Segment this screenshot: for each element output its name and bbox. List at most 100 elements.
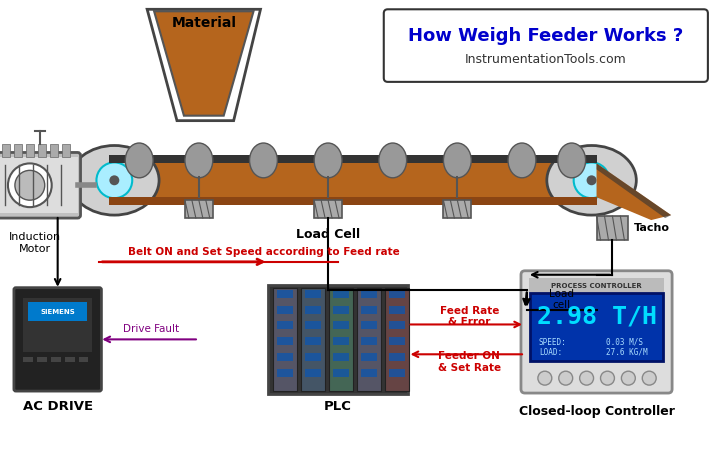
FancyBboxPatch shape: [0, 153, 81, 218]
FancyBboxPatch shape: [50, 144, 58, 158]
Text: Load
cell: Load cell: [549, 289, 575, 311]
FancyBboxPatch shape: [389, 321, 405, 329]
FancyBboxPatch shape: [389, 353, 405, 361]
Ellipse shape: [250, 143, 277, 178]
FancyBboxPatch shape: [333, 290, 349, 298]
Ellipse shape: [558, 143, 585, 178]
Text: Induction: Induction: [9, 232, 61, 242]
FancyBboxPatch shape: [389, 306, 405, 313]
Text: SIEMENS: SIEMENS: [40, 309, 75, 314]
Text: 2.98 T/H: 2.98 T/H: [536, 305, 657, 328]
Text: Load Cell: Load Cell: [296, 228, 360, 241]
Ellipse shape: [70, 146, 159, 215]
FancyBboxPatch shape: [521, 271, 672, 393]
FancyBboxPatch shape: [185, 200, 213, 218]
Ellipse shape: [185, 143, 213, 178]
FancyBboxPatch shape: [389, 338, 405, 345]
Text: Feeder ON
& Set Rate: Feeder ON & Set Rate: [438, 352, 501, 373]
FancyBboxPatch shape: [277, 306, 293, 313]
FancyBboxPatch shape: [530, 292, 663, 361]
FancyBboxPatch shape: [389, 290, 405, 298]
Circle shape: [580, 371, 593, 385]
Text: InstrumentationTools.com: InstrumentationTools.com: [465, 53, 626, 66]
FancyBboxPatch shape: [277, 290, 293, 298]
FancyBboxPatch shape: [28, 302, 88, 321]
Text: How Weigh Feeder Works ?: How Weigh Feeder Works ?: [408, 27, 683, 45]
Text: Belt ON and Set Speed according to Feed rate: Belt ON and Set Speed according to Feed …: [127, 247, 400, 257]
FancyBboxPatch shape: [109, 155, 597, 205]
FancyBboxPatch shape: [0, 158, 78, 213]
Circle shape: [642, 371, 656, 385]
FancyBboxPatch shape: [26, 144, 34, 158]
FancyBboxPatch shape: [305, 369, 321, 377]
FancyBboxPatch shape: [305, 306, 321, 313]
FancyBboxPatch shape: [37, 357, 47, 362]
FancyBboxPatch shape: [65, 357, 75, 362]
Circle shape: [621, 371, 635, 385]
FancyBboxPatch shape: [333, 321, 349, 329]
FancyBboxPatch shape: [361, 353, 377, 361]
FancyBboxPatch shape: [277, 321, 293, 329]
FancyBboxPatch shape: [361, 369, 377, 377]
FancyBboxPatch shape: [361, 306, 377, 313]
FancyBboxPatch shape: [2, 144, 10, 158]
Polygon shape: [154, 11, 253, 116]
Text: Motor: Motor: [19, 244, 51, 254]
Text: Closed-loop Controller: Closed-loop Controller: [518, 405, 675, 419]
FancyBboxPatch shape: [14, 144, 22, 158]
Text: 0.03 M/S: 0.03 M/S: [606, 338, 644, 347]
FancyBboxPatch shape: [333, 369, 349, 377]
FancyBboxPatch shape: [277, 338, 293, 345]
FancyBboxPatch shape: [333, 353, 349, 361]
FancyBboxPatch shape: [357, 288, 381, 391]
Circle shape: [538, 371, 552, 385]
FancyBboxPatch shape: [305, 338, 321, 345]
Circle shape: [15, 170, 45, 200]
FancyBboxPatch shape: [301, 288, 325, 391]
FancyBboxPatch shape: [384, 9, 708, 82]
Ellipse shape: [546, 146, 636, 215]
Ellipse shape: [314, 143, 342, 178]
Text: Feed Rate
& Error: Feed Rate & Error: [440, 306, 499, 327]
FancyBboxPatch shape: [109, 197, 597, 205]
FancyBboxPatch shape: [384, 288, 409, 391]
Text: LOAD:: LOAD:: [539, 348, 562, 357]
FancyBboxPatch shape: [23, 357, 33, 362]
FancyBboxPatch shape: [269, 285, 408, 394]
FancyBboxPatch shape: [274, 288, 297, 391]
FancyBboxPatch shape: [305, 290, 321, 298]
FancyBboxPatch shape: [314, 200, 342, 218]
FancyBboxPatch shape: [305, 321, 321, 329]
FancyBboxPatch shape: [361, 338, 377, 345]
FancyBboxPatch shape: [37, 144, 46, 158]
FancyBboxPatch shape: [329, 288, 353, 391]
Text: PROCESS CONTROLLER: PROCESS CONTROLLER: [552, 283, 642, 289]
FancyBboxPatch shape: [361, 321, 377, 329]
Circle shape: [96, 162, 132, 198]
FancyBboxPatch shape: [277, 353, 293, 361]
FancyBboxPatch shape: [361, 290, 377, 298]
Ellipse shape: [508, 143, 536, 178]
FancyBboxPatch shape: [333, 306, 349, 313]
Text: Drive Fault: Drive Fault: [123, 325, 179, 334]
FancyBboxPatch shape: [109, 155, 597, 163]
FancyBboxPatch shape: [14, 288, 102, 391]
Ellipse shape: [125, 143, 153, 178]
Text: Tacho: Tacho: [634, 223, 670, 233]
FancyBboxPatch shape: [305, 353, 321, 361]
Circle shape: [574, 162, 609, 198]
Polygon shape: [597, 163, 671, 220]
Text: Material: Material: [171, 16, 236, 30]
Text: SPEED:: SPEED:: [539, 338, 567, 347]
Text: 27.6 KG/M: 27.6 KG/M: [606, 348, 648, 357]
Ellipse shape: [444, 143, 472, 178]
Circle shape: [587, 175, 597, 185]
FancyBboxPatch shape: [444, 200, 472, 218]
FancyBboxPatch shape: [23, 298, 92, 352]
FancyBboxPatch shape: [529, 278, 664, 292]
FancyBboxPatch shape: [277, 369, 293, 377]
FancyBboxPatch shape: [62, 144, 70, 158]
FancyBboxPatch shape: [50, 357, 60, 362]
Circle shape: [8, 163, 52, 207]
Circle shape: [600, 371, 614, 385]
